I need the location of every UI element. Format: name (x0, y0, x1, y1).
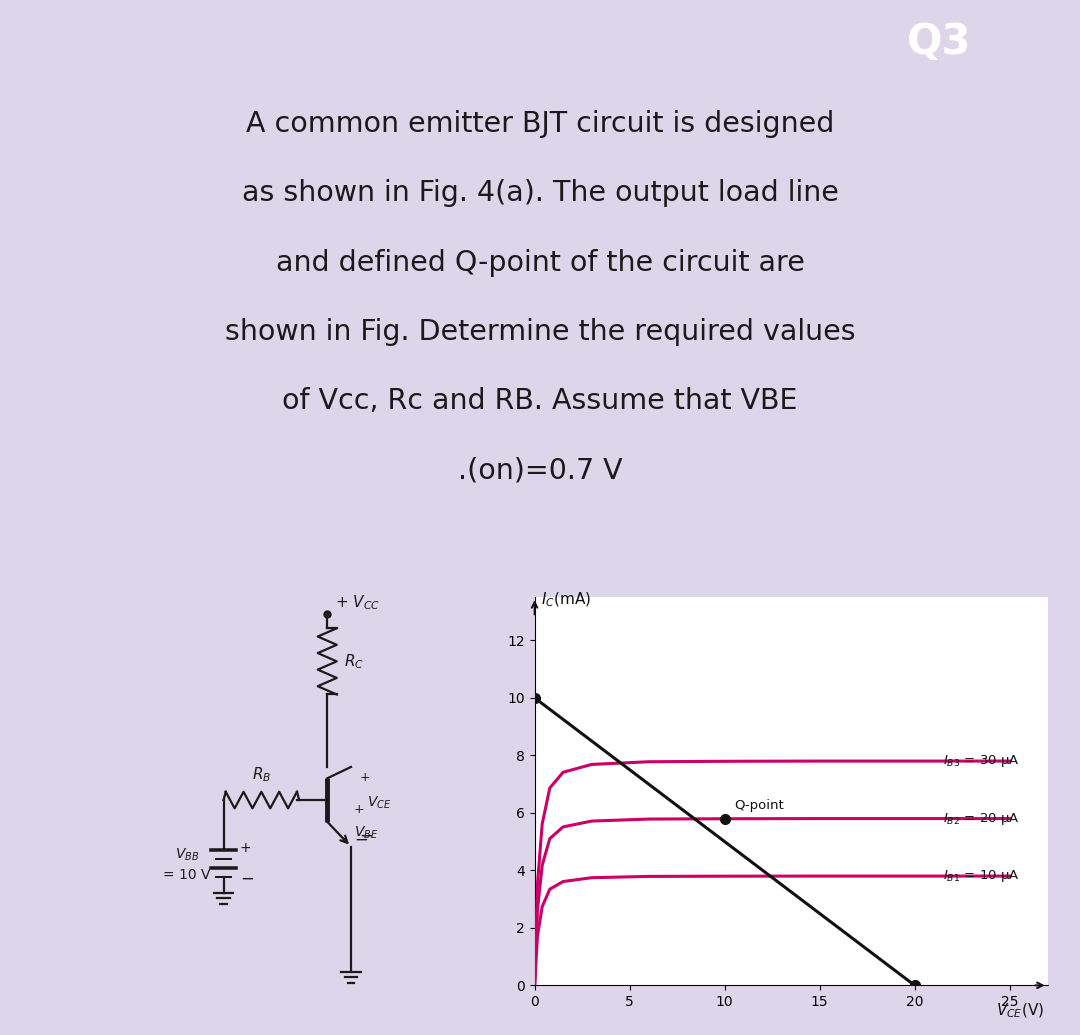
Text: Q3: Q3 (907, 22, 971, 63)
Text: $V_{CE}$(V): $V_{CE}$(V) (996, 1002, 1043, 1021)
Text: shown in Fig. Determine the required values: shown in Fig. Determine the required val… (225, 318, 855, 346)
Text: $R_C$: $R_C$ (343, 652, 364, 671)
Text: .(on)=0.7 V: .(on)=0.7 V (458, 456, 622, 484)
Text: of Vcc, Rc and RB. Assume that VBE: of Vcc, Rc and RB. Assume that VBE (282, 387, 798, 415)
Text: −: − (354, 830, 368, 849)
Text: and defined Q-point of the circuit are: and defined Q-point of the circuit are (275, 248, 805, 276)
Text: −: − (240, 869, 254, 888)
Text: + $V_{CC}$: + $V_{CC}$ (335, 593, 380, 612)
Text: $R_B$: $R_B$ (252, 766, 271, 785)
Text: $I_{B2}$ = 20 μA: $I_{B2}$ = 20 μA (943, 810, 1020, 827)
Text: A common emitter BJT circuit is designed: A common emitter BJT circuit is designed (246, 110, 834, 138)
Text: $V_{CE}$: $V_{CE}$ (367, 795, 391, 810)
Text: $I_C$(mA): $I_C$(mA) (541, 590, 592, 609)
Text: Q-point: Q-point (734, 799, 784, 811)
Text: −: − (360, 827, 374, 845)
Text: +: + (240, 841, 252, 855)
Text: $I_{B1}$ = 10 μA: $I_{B1}$ = 10 μA (943, 868, 1020, 884)
Text: $V_{BB}$
= 10 V: $V_{BB}$ = 10 V (163, 847, 211, 882)
Text: +: + (354, 803, 365, 816)
Text: as shown in Fig. 4(a). The output load line: as shown in Fig. 4(a). The output load l… (242, 179, 838, 207)
Text: +: + (360, 771, 370, 785)
Text: $V_{BE}$: $V_{BE}$ (354, 825, 378, 841)
Text: $I_{B3}$ = 30 μA: $I_{B3}$ = 30 μA (943, 753, 1020, 769)
